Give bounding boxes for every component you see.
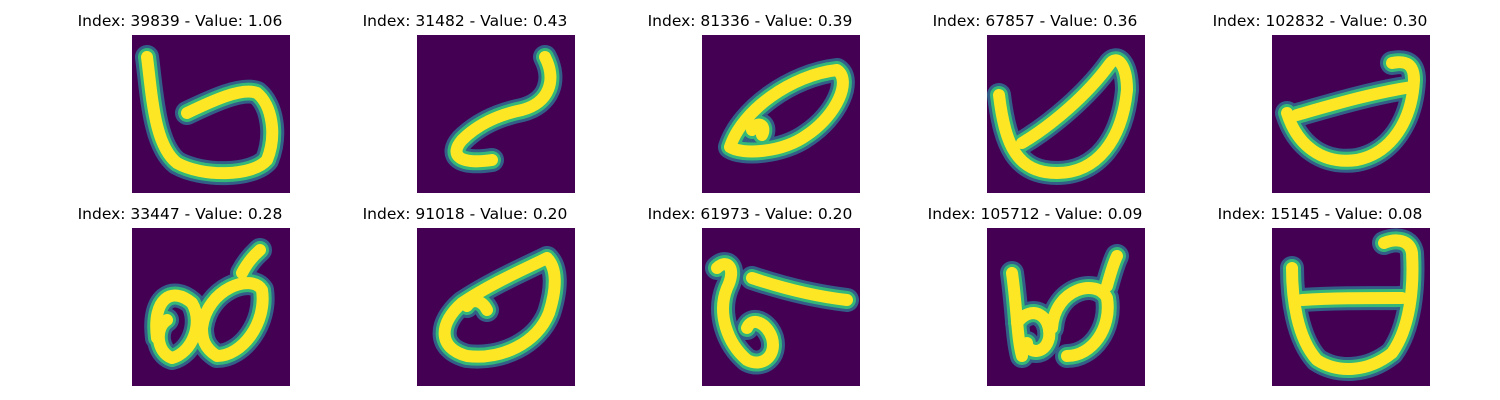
panel: Index: 61973 - Value: 0.20 [600, 204, 900, 394]
digit-image [417, 228, 575, 386]
glyph-stroke [438, 252, 561, 363]
glyph-drawing [432, 246, 567, 369]
panel: Index: 105712 - Value: 0.09 [885, 204, 1185, 394]
glyph-stroke [1286, 234, 1419, 375]
glyph-stroke [450, 51, 557, 168]
panel-title: Index: 39839 - Value: 1.06 [77, 12, 283, 30]
panel-title: Index: 61973 - Value: 0.20 [647, 205, 853, 223]
digit-image [987, 228, 1145, 386]
glyph-drawing [135, 45, 285, 186]
glyph-stroke [724, 64, 849, 158]
panel-title: Index: 81336 - Value: 0.39 [647, 12, 853, 30]
digit-image [987, 35, 1145, 193]
digit-image [702, 35, 860, 193]
glyph-stroke [1281, 56, 1420, 167]
glyph-drawing [1280, 228, 1425, 381]
panel: Index: 67857 - Value: 0.36 [885, 11, 1185, 201]
glyph-stroke [993, 54, 1133, 179]
digit-image [1272, 35, 1430, 193]
panel: Index: 102832 - Value: 0.30 [1170, 11, 1470, 201]
panel-title: Index: 33447 - Value: 0.28 [77, 205, 283, 223]
panel: Index: 31482 - Value: 0.43 [315, 11, 615, 201]
digit-image [1272, 228, 1430, 386]
panel: Index: 81336 - Value: 0.39 [600, 11, 900, 201]
panel: Index: 33447 - Value: 0.28 [30, 204, 330, 394]
panel-title: Index: 15145 - Value: 0.08 [1217, 205, 1423, 223]
glyph-drawing [705, 252, 859, 375]
glyph-drawing [987, 48, 1139, 185]
glyph-stroke [141, 51, 279, 180]
glyph-drawing [444, 45, 563, 174]
digit-image [417, 35, 575, 193]
glyph-drawing [1000, 244, 1129, 368]
glyph-stroke [711, 258, 853, 369]
glyph-stroke [150, 244, 269, 364]
digit-image [132, 35, 290, 193]
digit-image [702, 228, 860, 386]
panel-title: Index: 67857 - Value: 0.36 [932, 12, 1138, 30]
panel-title: Index: 91018 - Value: 0.20 [362, 205, 568, 223]
panel-title: Index: 31482 - Value: 0.43 [362, 12, 568, 30]
panel: Index: 39839 - Value: 1.06 [30, 11, 330, 201]
panel-title: Index: 105712 - Value: 0.09 [927, 205, 1143, 223]
digit-image [132, 228, 290, 386]
glyph-stroke [1006, 250, 1123, 362]
panel: Index: 91018 - Value: 0.20 [315, 204, 615, 394]
glyph-drawing [144, 238, 275, 370]
panel-title: Index: 102832 - Value: 0.30 [1212, 12, 1428, 30]
glyph-drawing [1275, 50, 1426, 173]
glyph-drawing [718, 58, 855, 164]
panel: Index: 15145 - Value: 0.08 [1170, 204, 1470, 394]
